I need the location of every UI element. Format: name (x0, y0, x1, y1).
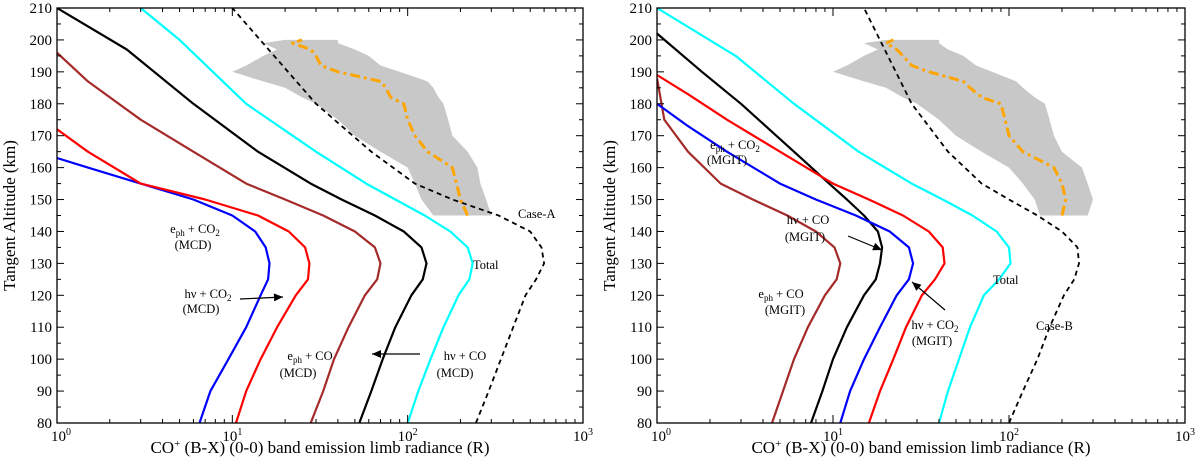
series-line (57, 156, 271, 423)
series-line (657, 8, 1012, 423)
y-tick-label: 170 (30, 129, 53, 145)
arrow-head (372, 350, 381, 358)
x-tick-label: 100 (651, 427, 671, 445)
series-line (57, 8, 428, 423)
series-annotation: hν + CO2 (911, 318, 958, 334)
series-annotation: (MGIT) (785, 230, 825, 244)
x-tick-label: 103 (1175, 427, 1195, 445)
observation-line (290, 38, 470, 217)
arrow-head (872, 242, 882, 251)
series-line (657, 74, 946, 423)
arrow-head (273, 293, 283, 302)
y-tick-label: 130 (630, 256, 653, 272)
x-tick-label: 101 (823, 427, 843, 445)
y-tick-label: 90 (37, 384, 52, 400)
series-annotation: eph + CO (758, 287, 803, 303)
series-annotation: hν + CO (444, 349, 487, 363)
y-tick-label: 200 (630, 33, 653, 49)
y-tick-label: 140 (630, 224, 653, 240)
y-tick-label: 100 (630, 352, 653, 368)
y-tick-label: 130 (30, 256, 53, 272)
series-annotation: (MGIT) (765, 303, 805, 317)
series-annotation: (MCD) (437, 366, 474, 380)
y-tick-label: 90 (637, 384, 652, 400)
observation-band (833, 39, 1093, 216)
series-line (863, 8, 1080, 423)
y-tick-label: 80 (37, 416, 52, 432)
series-annotation: eph + CO2 (710, 138, 760, 154)
series-annotation: eph + CO2 (170, 222, 220, 238)
series-annotation: Total (993, 273, 1019, 287)
arrow-head (912, 282, 922, 291)
x-tick-label: 102 (999, 427, 1019, 445)
y-tick-label: 170 (630, 129, 653, 145)
y-tick-label: 120 (30, 288, 53, 304)
chart-panel-left: 80 90 100 110 120 130 140 150 160 170 180 190 200 210… (0, 1, 593, 457)
series-annotation: (MCD) (175, 238, 212, 252)
series-annotation: hν + CO2 (184, 287, 231, 303)
series-annotation: Case-A (518, 207, 556, 221)
y-tick-label: 210 (630, 1, 653, 17)
y-tick-label: 190 (630, 65, 653, 81)
y-tick-label: 110 (30, 320, 52, 336)
x-tick-label: 102 (398, 427, 418, 445)
y-tick-label: 180 (30, 97, 53, 113)
x-tick-label: 103 (573, 427, 593, 445)
series-line (657, 78, 842, 423)
x-axis-label: CO+ (B-X) (0-0) band emission limb radia… (150, 438, 489, 457)
plot-area (657, 8, 1093, 423)
chart-panel-right: 80 90 100 110 120 130 140 150 160 170 180 190 200 210… (600, 1, 1195, 457)
x-axis-label: CO+ (B-X) (0-0) band emission limb radia… (751, 438, 1090, 457)
series-line (657, 32, 884, 423)
observation-line (884, 38, 1068, 216)
series-line (231, 8, 545, 423)
series-annotation: Total (473, 258, 499, 272)
y-tick-label: 140 (30, 224, 53, 240)
series-annotation: Case-B (1036, 319, 1073, 333)
y-tick-label: 150 (630, 193, 653, 209)
series-line (657, 102, 915, 423)
y-axis-label: Tangent Altitude (km) (600, 140, 619, 291)
series-annotation: (MCD) (280, 366, 317, 380)
series-annotation: eph + CO (287, 349, 332, 365)
series-annotation: (MGIT) (707, 153, 747, 167)
y-tick-label: 100 (30, 352, 53, 368)
series-line (57, 128, 311, 423)
y-axis-label: Tangent Altitude (km) (0, 140, 19, 291)
y-tick-label: 190 (30, 65, 53, 81)
y-tick-label: 150 (30, 193, 53, 209)
series-line (57, 51, 382, 423)
y-tick-label: 160 (630, 161, 653, 177)
series-annotation: (MCD) (183, 302, 220, 316)
series-annotation: (MGIT) (912, 334, 952, 348)
y-tick-label: 110 (630, 320, 652, 336)
series-annotation: hν + CO (787, 213, 830, 227)
x-tick-label: 100 (51, 427, 71, 445)
observation-band (232, 39, 492, 216)
y-tick-label: 80 (637, 416, 652, 432)
y-tick-label: 160 (30, 161, 53, 177)
y-tick-label: 210 (30, 1, 53, 17)
series-line (140, 8, 474, 423)
plot-area (57, 8, 545, 423)
y-tick-label: 180 (630, 97, 653, 113)
x-tick-label: 101 (222, 427, 242, 445)
y-tick-label: 120 (630, 288, 653, 304)
y-tick-label: 200 (30, 33, 53, 49)
